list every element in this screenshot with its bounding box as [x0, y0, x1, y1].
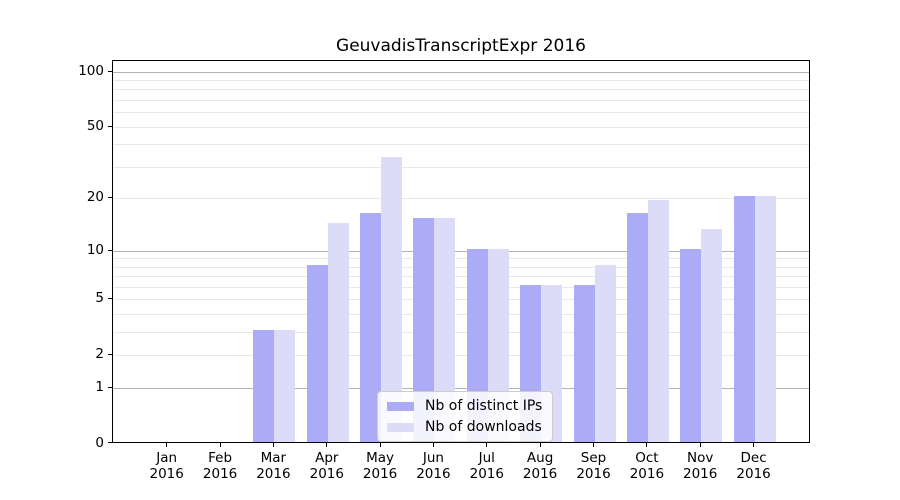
y-tick-label-0: 0: [95, 435, 104, 451]
x-tick-mark-aug: [539, 443, 541, 447]
y-tick-mark-0: [108, 442, 112, 443]
x-tick-label-jan: Jan 2016: [149, 450, 184, 482]
gridline-y-2: [113, 355, 809, 357]
legend-item-distinct-ips: Nb of distinct IPs: [387, 397, 542, 415]
bar-mar-downloads: [274, 330, 296, 442]
y-tick-mark-20: [108, 197, 112, 199]
bar-nov-downloads: [701, 229, 723, 442]
gridline-y-9: [113, 258, 809, 260]
y-tick-mark-1: [108, 387, 112, 389]
gridline-y-30: [113, 166, 809, 168]
x-tick-label-feb: Feb 2016: [202, 450, 238, 482]
bar-oct-distinct-ips: [626, 213, 648, 442]
bar-dec-distinct-ips: [733, 196, 755, 442]
gridline-y-90: [113, 79, 809, 81]
x-tick-label-mar: Mar 2016: [256, 450, 291, 482]
gridline-y-40: [113, 144, 809, 146]
y-tick-label-2: 2: [95, 346, 104, 363]
y-tick-label-5: 5: [95, 290, 104, 307]
x-tick-mark-nov: [699, 443, 701, 447]
bar-nov-distinct-ips: [680, 248, 702, 442]
x-tick-label-jul: Jul 2016: [469, 450, 504, 482]
gridline-y-7: [113, 276, 809, 278]
y-tick-label-10: 10: [86, 241, 104, 258]
bar-sep-downloads: [594, 264, 616, 442]
x-tick-mark-may: [379, 443, 381, 447]
y-tick-mark-2: [108, 354, 112, 356]
legend-swatch-distinct-ips: [387, 401, 414, 411]
x-tick-label-aug: Aug 2016: [522, 450, 558, 482]
x-tick-label-dec: Dec 2016: [736, 450, 771, 482]
legend-label-downloads: Nb of downloads: [425, 419, 542, 435]
gridline-y-100: [113, 71, 809, 73]
x-tick-label-sep: Sep 2016: [576, 450, 611, 482]
y-tick-mark-100: [108, 70, 112, 72]
y-tick-mark-10: [108, 249, 112, 251]
x-tick-mark-dec: [753, 443, 755, 447]
chart-title: GeuvadisTranscriptExpr 2016: [336, 36, 586, 56]
gridline-y-50: [113, 126, 809, 128]
bar-apr-downloads: [327, 223, 349, 442]
x-tick-label-nov: Nov 2016: [683, 450, 718, 482]
x-tick-mark-jan: [166, 443, 168, 447]
bar-may-downloads: [381, 157, 403, 442]
bar-apr-distinct-ips: [306, 264, 328, 442]
x-tick-mark-jul: [486, 443, 488, 447]
x-tick-mark-jun: [432, 443, 434, 447]
x-tick-label-jun: Jun 2016: [416, 450, 451, 482]
y-tick-mark-5: [108, 298, 112, 300]
gridline-y-3: [113, 332, 809, 334]
x-tick-mark-sep: [593, 443, 594, 447]
bar-jun-downloads: [434, 218, 456, 442]
y-tick-label-1: 1: [95, 379, 104, 396]
x-tick-label-may: May 2016: [362, 450, 398, 482]
plot-area: Nb of distinct IPs Nb of downloads: [112, 60, 810, 443]
gridline-y-1: [113, 388, 809, 390]
legend-item-downloads: Nb of downloads: [387, 418, 542, 436]
gridline-y-8: [113, 266, 809, 268]
y-tick-label-50: 50: [86, 117, 104, 134]
y-tick-label-100: 100: [78, 62, 104, 79]
bar-jun-distinct-ips: [413, 218, 435, 442]
x-tick-label-apr: Apr 2016: [309, 450, 344, 482]
x-tick-mark-apr: [326, 443, 328, 447]
bar-may-distinct-ips: [360, 213, 382, 442]
y-tick-label-20: 20: [86, 189, 104, 206]
bar-dec-downloads: [754, 196, 776, 442]
y-tick-mark-50: [108, 125, 112, 127]
gridline-y-70: [113, 99, 809, 101]
legend: Nb of distinct IPs Nb of downloads: [377, 391, 554, 442]
bar-mar-distinct-ips: [253, 330, 275, 442]
gridline-y-10: [113, 250, 809, 252]
gridline-y-80: [113, 89, 809, 91]
bar-oct-downloads: [647, 200, 669, 442]
gridline-y-4: [113, 314, 809, 316]
gridline-y-60: [113, 112, 809, 114]
gridline-y-6: [113, 286, 809, 288]
x-tick-mark-oct: [646, 443, 648, 447]
legend-label-distinct-ips: Nb of distinct IPs: [425, 398, 543, 414]
gridline-y-5: [113, 299, 809, 301]
gridline-y-20: [113, 198, 809, 200]
legend-swatch-downloads: [387, 422, 414, 432]
x-tick-mark-feb: [219, 443, 221, 447]
x-tick-mark-mar: [272, 443, 274, 447]
bar-sep-distinct-ips: [573, 284, 595, 442]
x-tick-label-oct: Oct 2016: [629, 450, 665, 482]
